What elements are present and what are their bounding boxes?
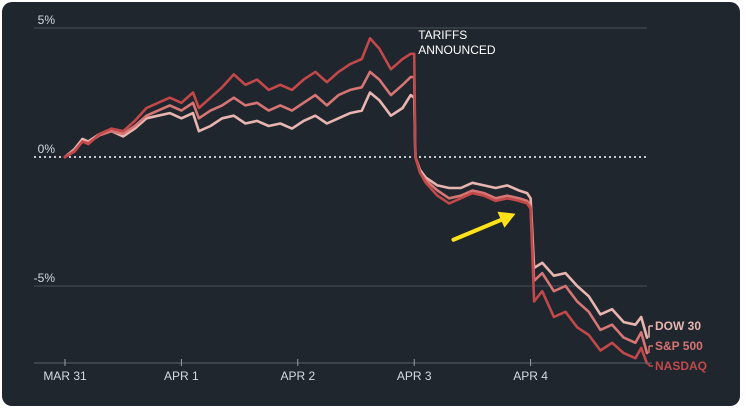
y-tick-label: -5% xyxy=(34,271,56,285)
line-chart: 5% 0% -5% MAR 31 APR 1 APR 2 APR 3 APR 4 TARIFF… xyxy=(34,13,707,383)
legend: DOW 30 S&P 500 NASDAQ xyxy=(648,319,707,373)
annotation-arrow-shaft xyxy=(451,217,504,242)
series-line-2 xyxy=(63,37,649,365)
axes: 5% 0% -5% MAR 31 APR 1 APR 2 APR 3 APR 4 xyxy=(34,13,652,383)
annotation-text: ANNOUNCED xyxy=(418,43,496,57)
x-tick-label: APR 4 xyxy=(513,369,548,383)
series-line-0 xyxy=(63,91,649,339)
annotation-arrow-head xyxy=(497,211,516,228)
series-lines xyxy=(63,37,649,365)
gridlines xyxy=(34,27,647,287)
series-line-1 xyxy=(63,70,649,355)
legend-label: DOW 30 xyxy=(655,319,701,333)
legend-label: S&P 500 xyxy=(655,339,703,353)
y-tick-label: 0% xyxy=(38,142,56,156)
x-tick-label: APR 3 xyxy=(397,369,432,383)
x-tick-label: MAR 31 xyxy=(43,369,87,383)
y-tick-label: 5% xyxy=(38,13,56,27)
annotation-text: TARIFFS xyxy=(418,28,467,42)
chart-card: 5% 0% -5% MAR 31 APR 1 APR 2 APR 3 APR 4 TARIFF… xyxy=(2,2,740,406)
x-tick-label: APR 1 xyxy=(164,369,199,383)
legend-label: NASDAQ xyxy=(655,359,707,373)
x-tick-label: APR 2 xyxy=(280,369,315,383)
